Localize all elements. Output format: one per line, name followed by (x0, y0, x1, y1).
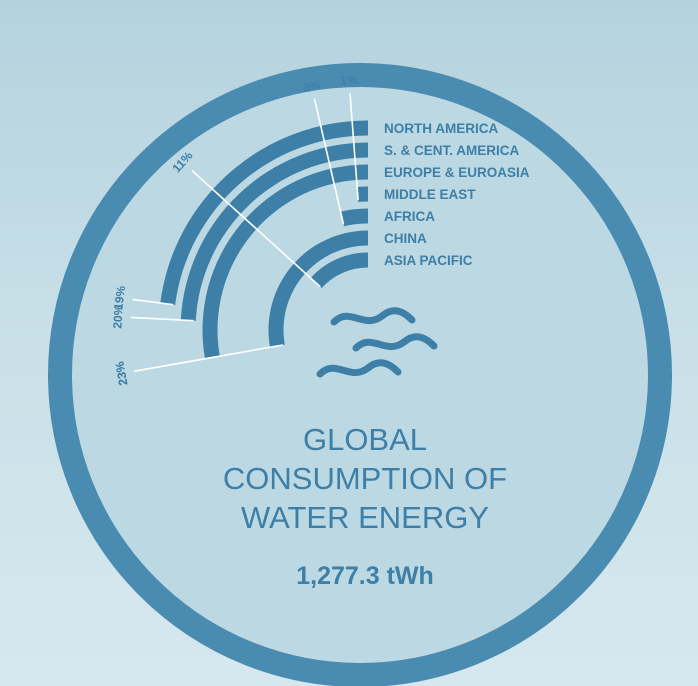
title-line-3: WATER ENERGY (241, 500, 489, 535)
bar-north-america (160, 120, 368, 305)
leader-lines (130, 93, 359, 373)
title-line-1: GLOBAL (303, 422, 427, 457)
leader-asia-pacific (191, 169, 321, 288)
bar-s-cent-america (180, 142, 368, 321)
bar-asia-pacific (310, 252, 368, 289)
region-label-europe-euroasia: EUROPE & EUROASIA (384, 165, 530, 180)
value-label-africa: 3% (301, 77, 321, 95)
leader-middle-east (349, 93, 359, 200)
value-label-europe-euroasia: 23% (112, 360, 130, 386)
region-label-china: CHINA (384, 231, 427, 246)
bar-china (268, 230, 368, 348)
value-label-s-cent-america: 20% (110, 304, 125, 329)
bar-europe-euroasia (202, 164, 368, 359)
leader-china (133, 344, 283, 373)
leader-africa (313, 98, 345, 225)
region-label-s-cent-america: S. & CENT. AMERICA (384, 143, 520, 158)
value-label-middle-east: 1% (340, 73, 359, 88)
bar-africa (340, 208, 368, 227)
region-label-middle-east: MIDDLE EAST (384, 187, 476, 202)
title-line-2: CONSUMPTION OF (223, 461, 507, 496)
bar-middle-east (357, 186, 368, 202)
leader-north-america (132, 298, 174, 306)
radial-bars (160, 120, 368, 359)
value-label-china: 23% (112, 360, 130, 386)
total-value: 1,277.3 tWh (296, 562, 434, 590)
region-labels: NORTH AMERICA S. & CENT. AMERICA EUROPE & … (384, 121, 530, 268)
leader-s-cent-america (130, 316, 194, 322)
water-waves-icon (316, 307, 438, 378)
value-label-north-america: 19% (111, 285, 128, 311)
region-label-africa: AFRICA (384, 209, 435, 224)
region-label-north-america: NORTH AMERICA (384, 121, 498, 136)
region-label-asia-pacific: ASIA PACIFIC (384, 253, 473, 268)
